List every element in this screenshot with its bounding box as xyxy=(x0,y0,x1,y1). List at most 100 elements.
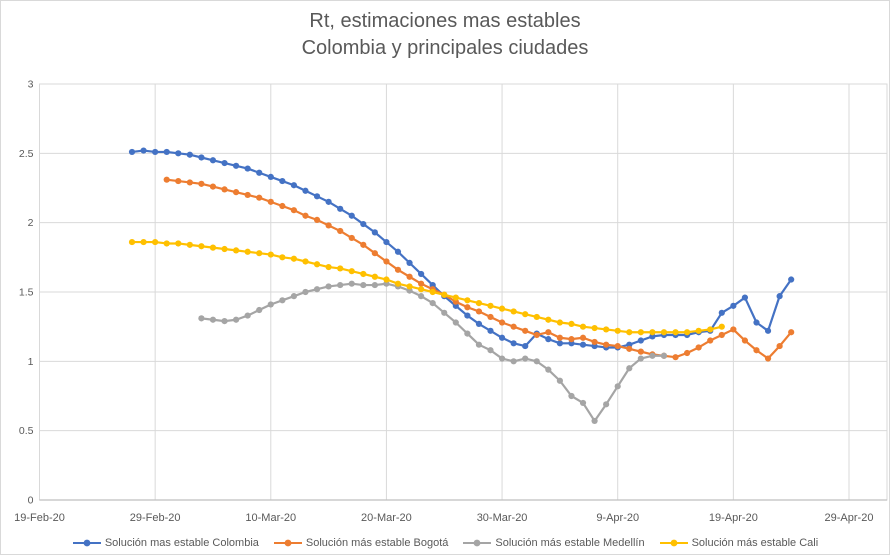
y-axis-label: 0 xyxy=(28,495,34,507)
legend-label-colombia: Solución mas estable Colombia xyxy=(104,537,259,549)
data-point-medellin xyxy=(568,392,575,400)
data-point-bogota xyxy=(279,202,286,210)
data-point-bogota xyxy=(464,304,471,311)
data-point-colombia xyxy=(383,238,390,246)
data-point-colombia xyxy=(788,276,795,283)
data-point-colombia xyxy=(302,187,309,194)
data-point-colombia xyxy=(290,182,298,189)
y-axis-label: 2 xyxy=(28,217,34,229)
data-point-bogota xyxy=(707,337,714,344)
data-point-colombia xyxy=(348,212,355,219)
data-point-bogota xyxy=(730,326,737,333)
data-point-medellin xyxy=(348,280,355,287)
data-point-bogota xyxy=(764,355,772,362)
data-point-medellin xyxy=(418,293,425,300)
data-point-bogota xyxy=(626,345,633,352)
y-axis-label: 0.5 xyxy=(19,425,34,437)
data-point-colombia xyxy=(313,193,321,200)
data-point-cali xyxy=(152,238,159,246)
data-point-cali xyxy=(707,326,714,333)
data-point-bogota xyxy=(198,180,205,187)
data-point-cali xyxy=(279,254,286,261)
data-point-medellin xyxy=(510,358,517,365)
data-point-medellin xyxy=(221,318,228,325)
data-point-colombia xyxy=(175,150,182,157)
data-point-bogota xyxy=(475,308,483,315)
data-point-colombia xyxy=(186,151,193,158)
data-point-cali xyxy=(394,280,402,287)
data-point-medellin xyxy=(464,330,471,337)
data-point-cali xyxy=(626,329,633,336)
x-axis-label: 19-Feb-20 xyxy=(14,512,65,524)
data-point-bogota xyxy=(256,194,263,201)
data-point-cali xyxy=(441,291,448,298)
data-point-medellin xyxy=(614,383,621,390)
data-point-bogota xyxy=(487,313,494,321)
x-axis-label: 20-Mar-20 xyxy=(361,512,412,524)
data-point-cali xyxy=(452,294,459,301)
legend-marker-bogota xyxy=(273,539,302,547)
data-point-bogota xyxy=(290,207,298,214)
data-point-cali xyxy=(533,313,540,321)
data-point-medellin xyxy=(487,347,494,354)
data-point-colombia xyxy=(232,162,240,169)
data-point-cali xyxy=(290,255,298,262)
data-point-colombia xyxy=(198,154,205,161)
y-gridlines: 0 0.5 1 1.5 2 2.5 3 xyxy=(19,79,887,507)
series-medellin xyxy=(198,280,668,425)
data-point-bogota xyxy=(406,273,413,280)
data-point-bogota xyxy=(672,354,679,361)
data-point-medellin xyxy=(649,352,656,359)
data-point-colombia xyxy=(394,248,402,255)
x-axis-label: 29-Apr-20 xyxy=(825,512,874,524)
data-point-medellin xyxy=(533,358,540,365)
data-point-medellin xyxy=(637,355,644,362)
data-point-colombia xyxy=(128,148,136,156)
data-point-medellin xyxy=(579,399,587,407)
data-point-medellin xyxy=(371,281,378,289)
data-point-cali xyxy=(221,245,228,253)
data-point-cali xyxy=(267,251,274,258)
data-point-medellin xyxy=(498,355,506,362)
x-axis-label: 30-Mar-20 xyxy=(477,512,528,524)
data-point-cali xyxy=(232,247,240,254)
data-point-cali xyxy=(140,238,147,246)
data-point-colombia xyxy=(498,334,506,341)
data-point-bogota xyxy=(348,234,355,242)
legend-marker-colombia xyxy=(72,539,101,547)
data-point-cali xyxy=(186,241,193,248)
data-point-bogota xyxy=(522,327,529,334)
data-point-cali xyxy=(383,276,390,283)
data-point-medellin xyxy=(313,286,321,293)
x-axis-label: 10-Mar-20 xyxy=(245,512,296,524)
data-point-bogota xyxy=(533,331,540,339)
data-point-colombia xyxy=(418,270,425,278)
data-point-colombia xyxy=(325,198,332,205)
series-line-cali xyxy=(130,240,723,334)
series-bogota xyxy=(163,176,795,362)
data-point-bogota xyxy=(741,337,749,344)
data-point-cali xyxy=(614,327,621,334)
data-point-colombia xyxy=(776,293,783,300)
data-point-medellin xyxy=(244,312,251,319)
data-point-colombia xyxy=(510,340,517,347)
data-point-medellin xyxy=(209,316,217,323)
chart-subtitle: Colombia y principales ciudades xyxy=(301,37,589,59)
data-point-cali xyxy=(429,288,436,296)
data-point-medellin xyxy=(290,293,298,300)
data-point-bogota xyxy=(186,179,193,186)
data-point-cali xyxy=(175,240,182,247)
legend-label-bogota: Solución más estable Bogotá xyxy=(305,537,449,549)
legend-marker-cali xyxy=(659,539,688,547)
data-point-cali xyxy=(163,240,170,247)
data-point-colombia xyxy=(741,294,749,301)
data-point-colombia xyxy=(730,302,737,309)
data-point-bogota xyxy=(360,241,367,248)
data-point-colombia xyxy=(267,173,274,181)
data-point-cali xyxy=(337,265,344,272)
data-point-bogota xyxy=(637,348,644,355)
data-point-cali xyxy=(660,329,668,336)
data-point-bogota xyxy=(313,216,321,223)
